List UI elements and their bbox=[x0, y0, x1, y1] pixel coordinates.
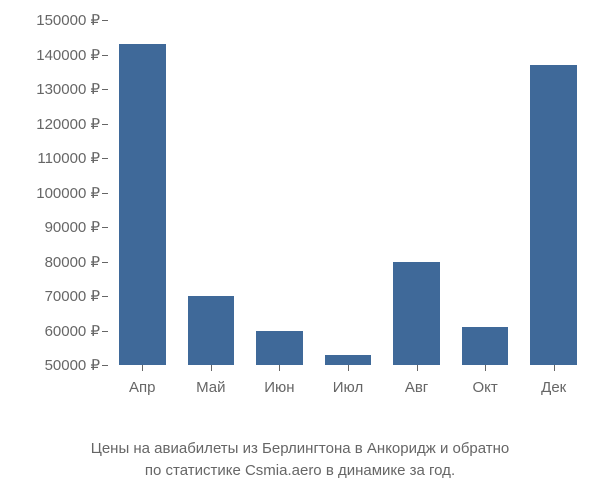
y-tick-label: 90000 ₽ bbox=[45, 218, 100, 236]
plot-area bbox=[108, 20, 588, 365]
chart-caption: Цены на авиабилеты из Берлингтона в Анко… bbox=[0, 438, 600, 482]
x-tick-label: Дек bbox=[541, 379, 566, 396]
x-tick-mark bbox=[142, 365, 143, 371]
y-tick-label: 50000 ₽ bbox=[45, 356, 100, 374]
x-tick-label: Авг bbox=[405, 379, 428, 396]
bar bbox=[530, 65, 577, 365]
x-tick-label: Окт bbox=[473, 379, 498, 396]
y-tick-label: 140000 ₽ bbox=[36, 46, 100, 64]
x-tick-mark bbox=[348, 365, 349, 371]
x-tick-mark bbox=[485, 365, 486, 371]
bar bbox=[256, 331, 303, 366]
x-tick-label: Июн bbox=[264, 379, 294, 396]
x-tick-mark bbox=[554, 365, 555, 371]
bar bbox=[462, 327, 509, 365]
y-tick-label: 60000 ₽ bbox=[45, 322, 100, 340]
caption-line-2: по статистике Csmia.aero в динамике за г… bbox=[0, 460, 600, 482]
x-tick-label: Июл bbox=[333, 379, 363, 396]
x-tick-mark bbox=[211, 365, 212, 371]
x-tick-mark bbox=[417, 365, 418, 371]
bar bbox=[188, 296, 235, 365]
y-tick-label: 110000 ₽ bbox=[37, 149, 100, 167]
y-tick-label: 150000 ₽ bbox=[36, 11, 100, 29]
bar bbox=[393, 262, 440, 366]
x-tick-label: Апр bbox=[129, 379, 155, 396]
y-tick-label: 100000 ₽ bbox=[36, 184, 100, 202]
x-tick-label: Май bbox=[196, 379, 225, 396]
y-tick-label: 70000 ₽ bbox=[45, 287, 100, 305]
x-axis: Апр Май Июн Июл Авг Окт Дек bbox=[108, 365, 588, 415]
y-tick-label: 80000 ₽ bbox=[45, 253, 100, 271]
y-axis: 50000 ₽60000 ₽70000 ₽80000 ₽90000 ₽10000… bbox=[10, 20, 108, 365]
y-tick-label: 130000 ₽ bbox=[36, 80, 100, 98]
x-tick-mark bbox=[279, 365, 280, 371]
caption-line-1: Цены на авиабилеты из Берлингтона в Анко… bbox=[0, 438, 600, 460]
bar bbox=[325, 355, 372, 365]
price-bar-chart: 50000 ₽ 60000 ₽ 70000 ₽ 80000 ₽ 90000 ₽ 10000… bbox=[10, 10, 590, 430]
bar bbox=[119, 44, 166, 365]
y-tick-label: 120000 ₽ bbox=[36, 115, 100, 133]
